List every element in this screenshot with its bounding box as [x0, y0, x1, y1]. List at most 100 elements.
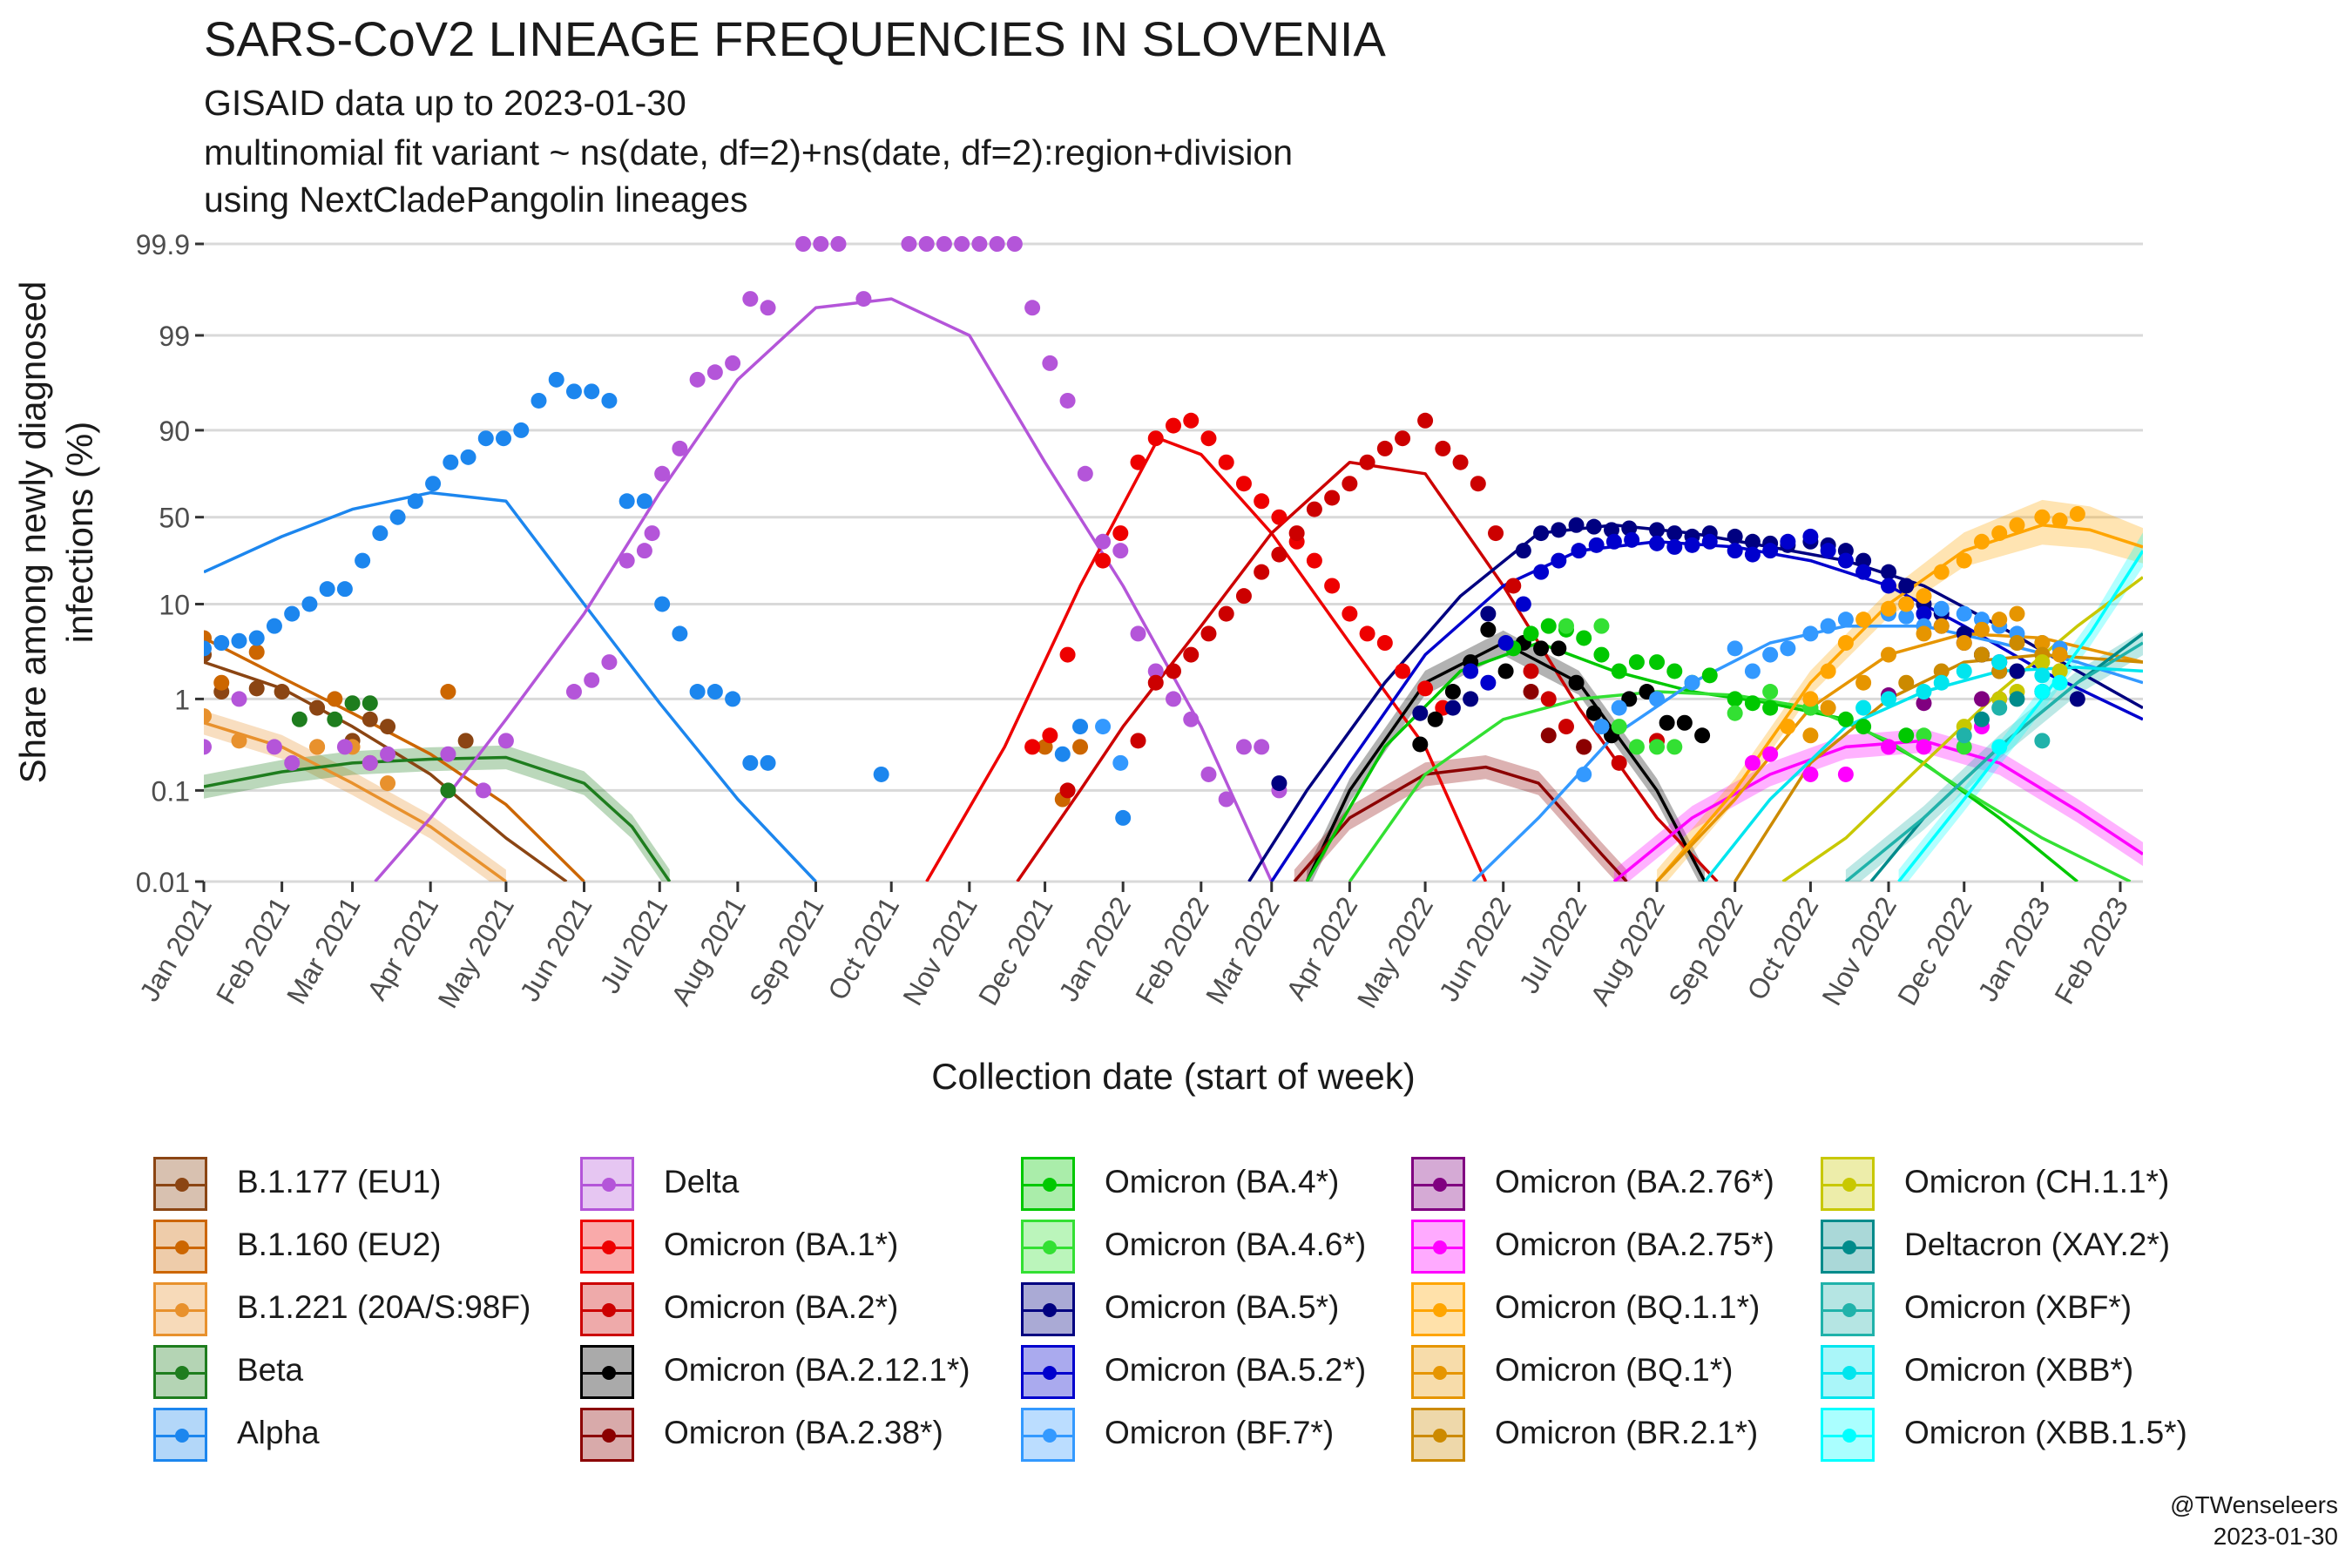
point-alpha	[355, 552, 371, 569]
point-omicron-ba-2	[1470, 476, 1486, 492]
y-tick-label: 1	[174, 684, 190, 715]
x-tick-label: Nov 2022	[1815, 892, 1903, 1011]
point-omicron-ba-5-2	[1480, 674, 1497, 691]
point-omicron-ba-1	[1059, 646, 1076, 663]
point-omicron-bq-1	[1855, 674, 1872, 691]
chart-subtitle-model: multinomial fit variant ~ ns(date, df=2)…	[204, 132, 1294, 172]
point-omicron-ba-1	[1417, 680, 1434, 697]
point-beta	[291, 711, 308, 727]
point-omicron-ba-5-2	[1780, 533, 1796, 550]
point-omicron-ba-5	[1515, 543, 1531, 559]
point-omicron-bq-1	[1820, 700, 1836, 716]
point-omicron-bf-7	[1576, 766, 1592, 782]
point-omicron-ba-4-6	[1611, 719, 1627, 735]
point-omicron-ba-2-12-1	[1427, 711, 1443, 727]
point-omicron-ba-5	[1666, 525, 1683, 542]
legend-key	[153, 1345, 207, 1399]
point-b-1-177-eu1	[274, 684, 290, 700]
legend-label: Omicron (BA.2.75*)	[1495, 1227, 1774, 1262]
point-deltacron-xay-2	[2009, 691, 2025, 707]
point-delta	[601, 654, 618, 671]
point-omicron-ba-4	[1611, 663, 1627, 679]
point-omicron-ba-4	[1628, 654, 1645, 671]
legend-key-point	[1433, 1366, 1447, 1380]
point-omicron-bq-1	[2034, 635, 2051, 652]
point-omicron-ba-5	[1604, 522, 1620, 538]
point-delta	[725, 355, 741, 371]
point-omicron-ba-1	[1183, 412, 1200, 429]
fit-line-b-1-221-20a-s-98f	[204, 721, 507, 882]
point-omicron-bf-7	[1744, 663, 1761, 679]
legend-key	[1411, 1408, 1465, 1462]
point-omicron-bq-1-1	[1855, 612, 1872, 628]
point-omicron-ch-1-1	[2034, 654, 2051, 671]
x-tick-label: Sep 2022	[1662, 892, 1749, 1011]
point-omicron-ba-1	[1042, 727, 1058, 744]
x-tick-label: Jan 2023	[1971, 892, 2056, 1007]
point-alpha	[1054, 746, 1071, 762]
point-delta	[1059, 392, 1076, 409]
point-omicron-ba-1	[1376, 635, 1393, 652]
point-delta	[1130, 625, 1146, 642]
y-tick-label: 10	[159, 589, 190, 620]
point-delta	[584, 672, 600, 688]
x-tick-label: Jul 2021	[594, 892, 674, 999]
observed-points	[204, 236, 2085, 826]
point-omicron-ba-5	[1568, 517, 1585, 533]
point-b-1-177-eu1	[380, 719, 396, 735]
point-alpha	[513, 422, 530, 438]
point-omicron-ba-2-75	[1881, 739, 1897, 755]
point-omicron-ba-4	[1649, 654, 1666, 671]
point-omicron-ba-2	[1488, 525, 1504, 542]
point-omicron-ba-1	[1218, 454, 1234, 470]
point-alpha	[584, 383, 600, 400]
point-omicron-bf-7	[1649, 691, 1666, 707]
point-omicron-bf-7	[1837, 612, 1854, 628]
legend-key	[153, 1157, 207, 1211]
point-omicron-bq-1	[2051, 646, 2068, 663]
point-omicron-ba-5-2	[1727, 543, 1743, 559]
legend-label: Omicron (BA.5*)	[1105, 1289, 1340, 1325]
point-omicron-bq-1	[1933, 618, 1950, 634]
legend-key	[1821, 1408, 1875, 1462]
point-delta	[565, 684, 582, 700]
legend-label: Omicron (BA.5.2*)	[1105, 1352, 1367, 1388]
point-omicron-ba-5	[2009, 663, 2025, 679]
legend-key	[1021, 1220, 1075, 1274]
legend-key-point	[175, 1366, 189, 1380]
point-b-1-160-eu2	[440, 684, 456, 700]
legend-key	[1411, 1220, 1465, 1274]
point-alpha	[531, 392, 547, 409]
point-omicron-ba-5-2	[1916, 605, 1932, 622]
point-omicron-bq-1-1	[1837, 635, 1854, 652]
legend-key	[1411, 1345, 1465, 1399]
point-delta	[380, 746, 396, 762]
point-alpha	[742, 754, 759, 771]
legend-label: Omicron (BA.2.12.1*)	[664, 1352, 970, 1388]
point-omicron-ba-5-2	[1837, 552, 1854, 569]
point-omicron-ba-1	[1359, 625, 1375, 642]
point-omicron-ba-5	[1855, 552, 1872, 569]
y-tick-label: 50	[159, 503, 190, 534]
point-omicron-xbb	[1881, 691, 1897, 707]
point-omicron-ba-4-6	[1558, 618, 1574, 634]
x-tick-label: Jun 2021	[514, 892, 598, 1007]
point-delta	[1006, 236, 1023, 252]
legend: B.1.177 (EU1) B.1.160 (EU2) B.1.221 (20A/S…	[153, 1155, 2244, 1486]
fit-line-omicron-bq-1-1	[1655, 524, 2143, 882]
point-omicron-bq-1	[1916, 625, 1932, 642]
point-omicron-ba-2	[1435, 440, 1451, 456]
x-tick-label: Feb 2023	[2048, 892, 2134, 1010]
point-omicron-ba-2-12-1	[1694, 727, 1711, 744]
legend-key	[1021, 1157, 1075, 1211]
point-omicron-bf-7	[1684, 674, 1700, 691]
point-delta	[1183, 711, 1200, 727]
fit-lines	[204, 297, 2143, 882]
x-tick-label: Nov 2021	[896, 892, 983, 1011]
legend-key-point	[1433, 1429, 1447, 1443]
point-omicron-xbb	[1956, 663, 1972, 679]
point-omicron-ba-5-2	[1605, 533, 1622, 550]
point-omicron-xbb-1-5	[2051, 674, 2068, 691]
point-omicron-ba-5	[1412, 705, 1429, 721]
point-omicron-ba-1	[1200, 430, 1217, 447]
